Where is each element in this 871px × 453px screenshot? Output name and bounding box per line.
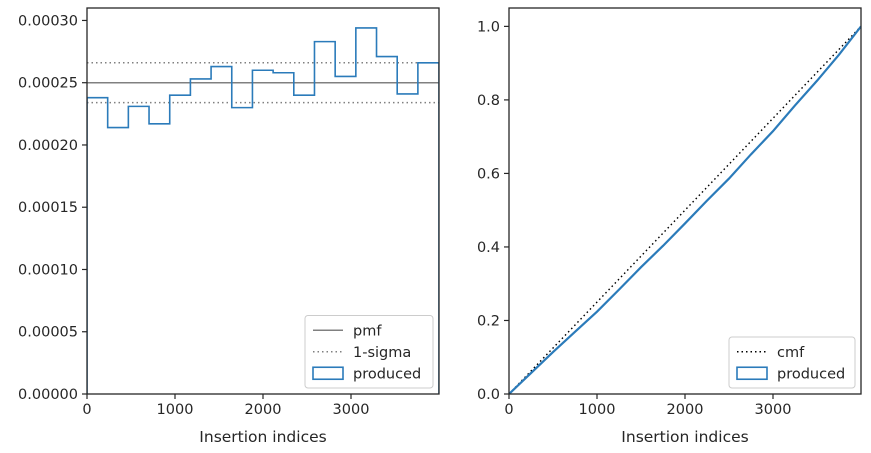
y-tick-label: 0.00010 bbox=[18, 262, 78, 278]
point-produced-2 bbox=[552, 351, 554, 353]
legend-label-cmf: cmf bbox=[777, 345, 805, 361]
legend-label-pmf: pmf bbox=[353, 323, 382, 339]
point-produced-11 bbox=[750, 153, 752, 155]
point-produced-8 bbox=[684, 222, 686, 225]
point-produced-12 bbox=[772, 130, 774, 132]
x-tick-label: 3000 bbox=[755, 402, 792, 418]
y-tick-label: 0.00005 bbox=[18, 325, 78, 341]
y-tick-label: 0.4 bbox=[477, 240, 500, 256]
right-cumulative-panel: 0 1000 2000 3000 0.0 0.2 0.4 0.6 0.8 1.0 Insertion… bbox=[477, 7, 862, 446]
series-cmf-line bbox=[509, 25, 861, 394]
y-tick-label: 0.00025 bbox=[18, 76, 78, 92]
series-produced-step bbox=[87, 27, 439, 394]
point-produced-10 bbox=[728, 177, 730, 180]
legend-label-1-sigma: 1-sigma bbox=[353, 345, 411, 361]
y-tick-label: 0.6 bbox=[477, 166, 500, 182]
legend-frame bbox=[304, 315, 434, 389]
legend: cmf produced bbox=[728, 336, 856, 389]
left-histogram-panel: 0 1000 2000 3000 0.00000 0.00005 0.00010 0.0001… bbox=[18, 7, 440, 446]
x-tick-label: 0 bbox=[504, 402, 513, 418]
legend-frame bbox=[728, 336, 856, 389]
y-tick-label: 0.0 bbox=[477, 387, 500, 403]
plot-area bbox=[509, 25, 861, 394]
y-tick-label: 0.00015 bbox=[18, 200, 78, 216]
x-tick-label: 2000 bbox=[245, 402, 282, 418]
point-produced-1 bbox=[530, 372, 532, 374]
x-tick-label: 3000 bbox=[333, 402, 370, 418]
point-produced-6 bbox=[640, 266, 642, 268]
legend: pmf 1-sigma produced bbox=[304, 315, 434, 389]
legend-handle-produced bbox=[312, 366, 344, 381]
point-produced-5 bbox=[618, 288, 620, 291]
point-produced-14 bbox=[816, 80, 818, 82]
axes-frame bbox=[508, 7, 862, 395]
legend-label-produced: produced bbox=[353, 366, 421, 382]
legend-label-produced: produced bbox=[777, 366, 845, 382]
point-produced-3 bbox=[574, 331, 576, 333]
x-axis-label: Insertion indices bbox=[199, 428, 326, 446]
x-tick-label: 1000 bbox=[579, 402, 616, 418]
x-tick-label: 1000 bbox=[157, 402, 194, 418]
y-tick-label: 0.00000 bbox=[18, 387, 78, 403]
point-produced-4 bbox=[596, 311, 598, 313]
legend-handle-produced bbox=[736, 366, 768, 381]
point-produced-15 bbox=[838, 54, 840, 56]
y-tick-label: 0.00030 bbox=[18, 13, 78, 29]
point-produced-13 bbox=[794, 104, 796, 107]
y-tick-label: 1.0 bbox=[477, 19, 500, 35]
x-tick-label: 2000 bbox=[667, 402, 704, 418]
y-tick-label: 0.00020 bbox=[18, 138, 78, 154]
y-tick-label: 0.2 bbox=[477, 313, 500, 329]
y-tick-label: 0.8 bbox=[477, 93, 500, 109]
x-tick-label: 0 bbox=[82, 402, 91, 418]
plot-area bbox=[87, 27, 439, 394]
x-axis-label: Insertion indices bbox=[621, 428, 748, 446]
point-produced-7 bbox=[662, 245, 664, 247]
point-produced-9 bbox=[706, 200, 708, 202]
